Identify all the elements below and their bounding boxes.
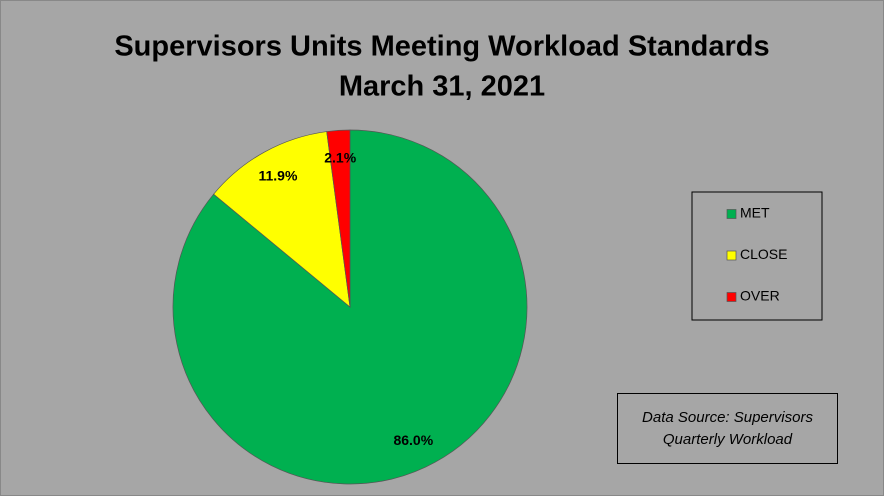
pie-slice bbox=[326, 129, 351, 308]
legend-label: MET bbox=[740, 205, 770, 221]
data-label: 2.1% bbox=[324, 149, 356, 165]
data-label: 11.9% bbox=[258, 168, 297, 184]
legend-box bbox=[691, 191, 823, 321]
chart-title: Supervisors Units Meeting Workload Stand… bbox=[114, 31, 769, 63]
legend-marker bbox=[726, 292, 737, 302]
legend-label: CLOSE bbox=[740, 246, 787, 262]
legend-marker bbox=[726, 209, 737, 219]
pie-slice bbox=[172, 129, 528, 485]
annotation: Data Source: Supervisors Quarterly Workl… bbox=[617, 393, 838, 464]
pie-slice bbox=[213, 131, 351, 308]
legend-label: OVER bbox=[740, 288, 780, 304]
data-label: 86.0% bbox=[393, 432, 433, 448]
chart-subtitle: March 31, 2021 bbox=[339, 71, 545, 103]
legend-marker bbox=[726, 250, 737, 261]
